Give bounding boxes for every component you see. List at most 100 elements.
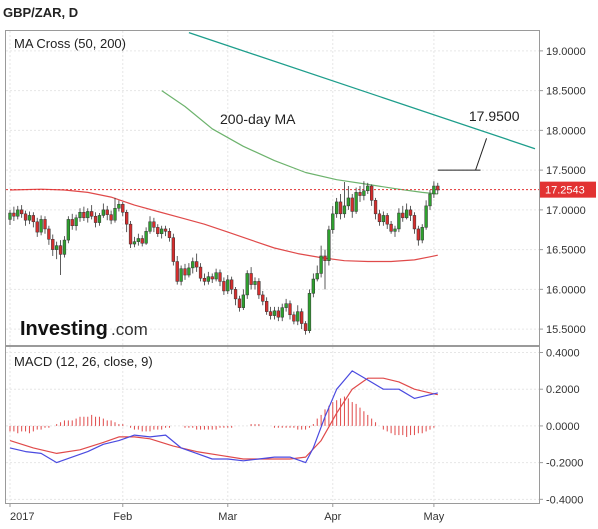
price-panel: 19.0000 18.5000 18.0000 17.5000 17.0000 16.50… [5, 30, 596, 346]
candle-body [78, 211, 82, 219]
x-axis: 2017 Feb Mar Apr May [9, 503, 445, 523]
candle-body [58, 245, 63, 255]
macd-panel-frame [5, 346, 540, 504]
candle [214, 268, 218, 282]
candle-body [245, 273, 249, 296]
candle [167, 228, 172, 242]
candle-body [47, 228, 51, 240]
chart-annotation: 200-day MA [220, 111, 296, 127]
candle-body [408, 209, 413, 216]
candle-body [362, 190, 366, 196]
candle-body [175, 261, 179, 282]
candle [366, 182, 370, 194]
x-tick-label: May [423, 511, 444, 523]
candle-body [226, 279, 230, 292]
ma200-line [161, 90, 438, 195]
candle [350, 193, 354, 218]
candle-body [198, 266, 203, 279]
candle [39, 215, 43, 236]
candle-body [257, 281, 261, 296]
candle-body [179, 268, 183, 282]
candle-body [128, 223, 133, 245]
candle-body [288, 303, 292, 316]
candle [257, 278, 261, 299]
last-price-tag-bg [540, 181, 596, 198]
candle-body [148, 221, 152, 232]
candle-body [35, 221, 39, 233]
candle [237, 295, 242, 312]
candle [31, 212, 35, 228]
candle [97, 213, 102, 226]
candle-body [319, 255, 323, 274]
candle-body [350, 197, 354, 212]
candle [202, 273, 207, 286]
candle-body [358, 192, 362, 196]
candle-body [377, 213, 382, 223]
candle-body [381, 215, 385, 223]
candle [66, 216, 70, 244]
candle-body [331, 213, 335, 230]
candle [261, 290, 265, 306]
candle-body [268, 311, 273, 316]
candle-body [284, 303, 288, 308]
candle [405, 203, 409, 220]
candle-body [140, 238, 144, 244]
candle [12, 206, 16, 221]
candle [230, 276, 234, 295]
chart-annotation: 17.9500 [469, 108, 520, 124]
macd-y-axis: 0.4000 0.2000 0.0000 -0.2000 -0.4000 [539, 348, 583, 506]
candle-body [428, 193, 432, 207]
investing-logo: Investing .com [20, 318, 148, 340]
candle-body [136, 238, 140, 242]
macd-label: MACD (12, 26, close, 9) [14, 354, 153, 369]
callout-layer [437, 138, 488, 171]
candle [117, 200, 121, 212]
candle-body [300, 311, 304, 324]
candle [121, 201, 125, 217]
candle [265, 297, 269, 315]
candle [284, 298, 288, 312]
macd-line [9, 370, 438, 464]
candle-body [70, 219, 74, 227]
candle-body [280, 307, 284, 318]
x-tick-label: Mar [218, 511, 237, 523]
candle-body [405, 209, 409, 219]
candle [338, 193, 343, 220]
candle [195, 253, 199, 272]
candle-body [315, 273, 319, 280]
candles-layer [8, 181, 440, 335]
candle [241, 289, 245, 311]
candle [132, 236, 137, 248]
candle-body [191, 261, 195, 269]
candle [296, 305, 300, 326]
candle [416, 225, 420, 246]
candle-body [8, 212, 12, 220]
macd-histogram [9, 396, 435, 437]
candle-body [272, 310, 277, 316]
descending-trendline [188, 31, 536, 150]
candle-body [109, 214, 113, 221]
candle [210, 273, 214, 283]
candle [408, 205, 413, 221]
candle-body [222, 281, 226, 292]
ma50-layer [9, 188, 438, 263]
candle [62, 236, 67, 258]
candle [175, 255, 179, 285]
logo-suffix: .com [111, 320, 148, 339]
candle-body [20, 209, 24, 215]
candle [381, 211, 385, 226]
candle-body [276, 310, 280, 318]
candle-body [327, 229, 331, 261]
candle [292, 311, 296, 325]
candle-body [16, 209, 20, 217]
candle [90, 205, 94, 220]
candle-body [261, 294, 265, 302]
candle [358, 186, 362, 202]
x-tick-label: 2017 [10, 511, 34, 523]
price-panel-frame [5, 30, 540, 346]
candle-body [253, 281, 257, 285]
candle [101, 203, 105, 218]
macd-tick-label: 0.4000 [546, 348, 580, 360]
last-price-tag: 17.2543 [540, 181, 596, 198]
